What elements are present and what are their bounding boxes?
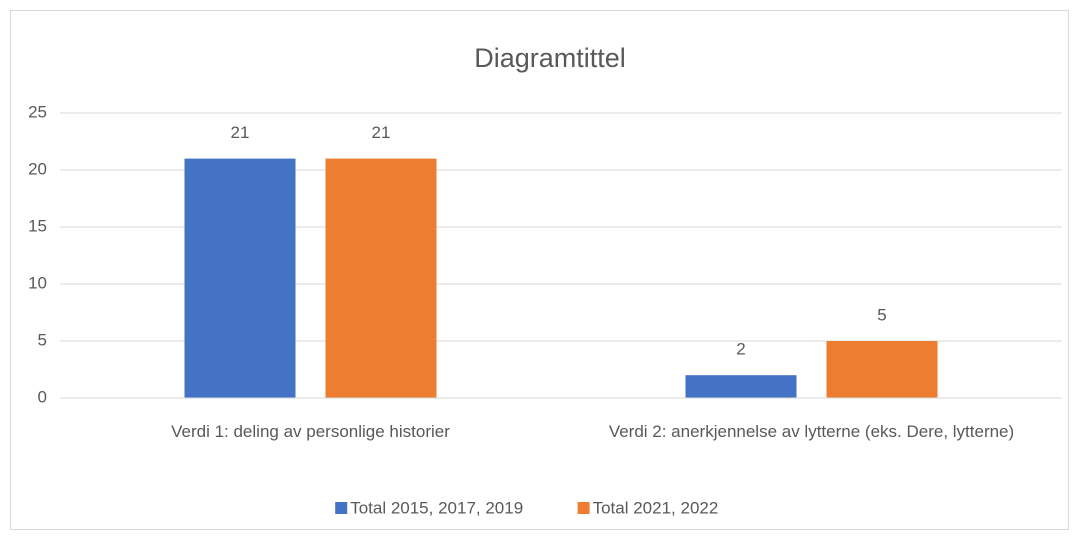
legend-label: Total 2021, 2022 <box>593 498 719 517</box>
bar <box>826 341 938 398</box>
legend-swatch <box>335 502 348 514</box>
bar <box>184 158 296 398</box>
y-tick-label: 0 <box>38 387 47 406</box>
y-tick-label: 15 <box>28 216 47 235</box>
y-tick-label: 10 <box>28 273 47 292</box>
x-tick-label: Verdi 2: anerkjennelse av lytterne (eks.… <box>608 422 1015 441</box>
data-label: 21 <box>372 123 391 142</box>
y-tick-label: 20 <box>28 159 47 178</box>
chart-title: Diagramtittel <box>474 43 626 73</box>
data-label: 21 <box>231 123 250 142</box>
data-label: 5 <box>877 305 886 324</box>
x-tick-label: Verdi 1: deling av personlige historier <box>171 422 450 441</box>
data-label: 2 <box>736 340 745 359</box>
legend-swatch <box>577 502 590 514</box>
bar <box>685 375 797 398</box>
bar <box>325 158 437 398</box>
y-tick-label: 25 <box>28 102 47 121</box>
chart-border <box>10 10 1069 530</box>
y-tick-label: 5 <box>38 330 47 349</box>
legend-label: Total 2015, 2017, 2019 <box>350 498 523 517</box>
